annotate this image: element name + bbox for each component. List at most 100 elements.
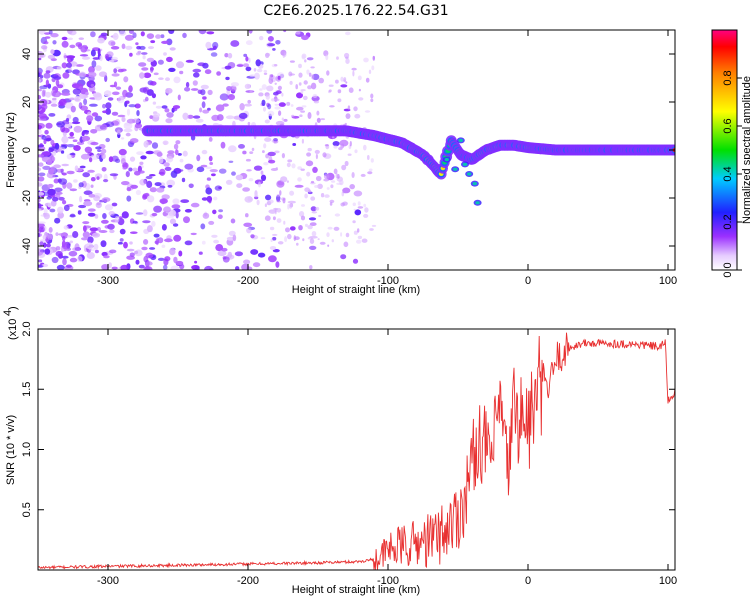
- heatmap-cell: [79, 195, 83, 203]
- heatmap-cell: [347, 105, 351, 111]
- heatmap-y-axis-label: Frequency (Hz): [5, 112, 17, 188]
- snr-multiplier: (x10 4 ): [2, 306, 19, 340]
- heatmap-cell: [56, 264, 65, 270]
- heatmap-cell: [120, 137, 125, 140]
- heatmap-cell: [39, 85, 48, 90]
- heatmap-cell: [289, 60, 295, 63]
- heatmap-cell: [150, 81, 157, 86]
- heatmap-cell: [261, 99, 266, 107]
- heatmap-cell: [357, 235, 363, 240]
- heatmap-cell: [179, 70, 184, 75]
- heatmap-cell: [210, 52, 218, 57]
- heatmap-cell: [66, 182, 73, 189]
- heatmap-cell: [193, 72, 200, 78]
- heatmap-cell: [43, 72, 51, 79]
- heatmap-cell: [61, 40, 69, 48]
- heatmap-cell: [85, 242, 94, 250]
- heatmap-cell: [90, 84, 95, 87]
- heatmap-cell: [336, 56, 339, 60]
- heatmap-cell: [118, 216, 123, 219]
- heatmap-cell: [343, 241, 349, 248]
- heatmap-cell: [296, 106, 304, 111]
- heatmap-cell: [182, 150, 188, 157]
- heatmap-cell: [161, 40, 169, 45]
- heatmap-cell: [300, 215, 306, 221]
- heatmap-cell: [90, 31, 96, 38]
- heatmap-cell: [134, 250, 139, 255]
- heatmap-cell: [276, 194, 281, 197]
- heatmap-cell: [87, 208, 96, 212]
- heatmap-cell: [195, 118, 204, 123]
- heatmap-cell: [44, 36, 51, 39]
- heatmap-cell: [72, 88, 81, 95]
- heatmap-cell: [274, 98, 280, 102]
- heatmap-cell: [225, 76, 230, 81]
- heatmap-cell: [188, 183, 194, 189]
- snr-multiplier-close: ): [7, 306, 19, 310]
- heatmap-cell: [155, 238, 159, 246]
- heatmap-cell: [126, 108, 131, 116]
- heatmap-cell: [272, 216, 276, 221]
- heatmap-cell: [128, 167, 133, 172]
- heatmap-cell: [207, 107, 211, 111]
- snr-x-ticks: -300 -200 -100 0 100: [97, 329, 677, 587]
- heatmap-cell: [311, 211, 318, 214]
- heatmap-cell: [142, 55, 146, 60]
- heatmap-cell: [91, 112, 99, 117]
- heatmap-cell: [264, 137, 272, 142]
- heatmap-cell: [272, 249, 280, 253]
- heatmap-cell: [228, 145, 237, 153]
- heatmap-cell: [132, 167, 138, 172]
- heatmap-cell: [55, 250, 63, 257]
- heatmap-cell: [257, 252, 266, 258]
- heatmap-cell: [204, 69, 212, 75]
- heatmap-cell: [257, 68, 263, 73]
- heatmap-cell: [45, 137, 52, 141]
- heatmap-cell: [326, 232, 330, 238]
- heatmap-cell: [166, 38, 173, 46]
- heatmap-cell: [135, 42, 139, 46]
- heatmap-cell: [248, 57, 251, 63]
- heatmap-cell: [214, 185, 222, 191]
- heatmap-cell: [48, 227, 53, 233]
- heatmap-cell: [137, 50, 142, 54]
- heatmap-cell: [222, 103, 229, 107]
- heatmap-cell: [94, 249, 99, 254]
- heatmap-cell: [138, 264, 145, 269]
- heatmap-cell: [52, 49, 61, 57]
- heatmap-cell: [254, 72, 260, 80]
- heatmap-cell: [311, 231, 317, 237]
- heatmap-cell: [274, 103, 279, 106]
- heatmap-cell: [82, 56, 90, 60]
- heatmap-cell: [121, 116, 126, 123]
- heatmap-cell: [343, 77, 347, 82]
- heatmap-cell: [238, 112, 248, 119]
- heatmap-cell: [278, 110, 282, 116]
- heatmap-cell: [360, 173, 366, 177]
- heatmap-cell: [216, 114, 224, 121]
- heatmap-cell: [311, 74, 315, 80]
- heatmap-cell: [260, 174, 267, 181]
- heatmap-cell: [196, 166, 205, 173]
- heatmap-cell: [126, 118, 136, 124]
- heatmap-cell: [48, 168, 55, 175]
- heatmap-cell: [260, 170, 264, 175]
- heatmap-cell: [56, 66, 62, 70]
- heatmap-cell: [300, 168, 305, 171]
- heatmap-cell: [329, 105, 335, 108]
- heatmap-cell: [348, 87, 354, 93]
- heatmap-cell: [208, 155, 213, 162]
- heatmap-cell: [82, 172, 90, 178]
- heatmap-cell: [475, 201, 480, 205]
- heatmap-cell: [61, 163, 69, 167]
- heatmap-cell: [117, 241, 123, 245]
- heatmap-cell: [165, 87, 173, 94]
- heatmap-cell: [125, 171, 130, 178]
- heatmap-cell: [329, 202, 333, 206]
- heatmap-cell: [157, 257, 165, 261]
- heatmap-cell: [287, 233, 292, 240]
- heatmap-cell: [78, 182, 84, 188]
- heatmap-cell: [54, 187, 63, 193]
- heatmap-cell: [101, 264, 110, 270]
- heatmap-cell: [45, 122, 53, 129]
